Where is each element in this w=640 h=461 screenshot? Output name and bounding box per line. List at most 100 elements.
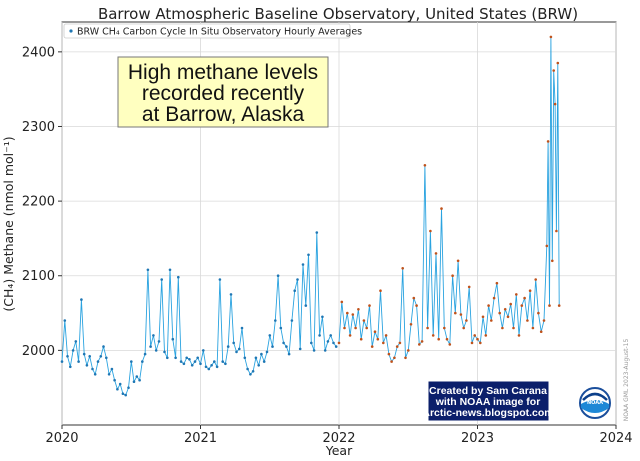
data-point	[240, 326, 244, 330]
data-point	[393, 356, 396, 360]
data-point	[398, 341, 402, 345]
data-point	[351, 313, 355, 316]
data-point	[515, 293, 518, 296]
data-point	[254, 356, 258, 360]
y-tick-label: 2100	[22, 269, 55, 284]
data-point	[141, 360, 144, 363]
data-point	[520, 304, 524, 307]
x-tick-label: 2020	[45, 431, 78, 446]
data-point	[174, 356, 177, 360]
credit-line-2: with NOAA image for	[435, 396, 541, 408]
data-point	[548, 304, 551, 307]
data-point	[528, 289, 532, 293]
data-point	[171, 337, 175, 341]
data-point	[207, 367, 211, 371]
data-point	[426, 326, 429, 330]
legend-marker	[69, 29, 73, 33]
data-point	[495, 281, 499, 285]
data-point	[246, 367, 249, 371]
data-point	[412, 296, 416, 300]
data-point	[66, 355, 69, 358]
data-point	[232, 341, 235, 345]
data-point	[60, 360, 64, 363]
y-tick-label: 2400	[22, 45, 55, 60]
data-point	[69, 365, 72, 369]
data-point	[154, 349, 158, 352]
x-tick-label: 2023	[461, 431, 494, 446]
data-point	[346, 311, 349, 315]
data-point	[492, 296, 496, 300]
data-point	[465, 319, 468, 322]
data-point	[143, 352, 147, 356]
data-point	[456, 259, 460, 263]
data-point	[332, 341, 335, 345]
data-point	[260, 352, 263, 356]
data-point	[218, 278, 222, 281]
data-point	[290, 319, 294, 322]
data-point	[404, 356, 407, 360]
data-point	[401, 267, 405, 270]
legend-box	[63, 23, 351, 39]
data-point	[107, 373, 111, 376]
data-point	[301, 263, 305, 266]
data-point	[382, 341, 385, 345]
data-point	[96, 360, 100, 363]
data-point	[93, 373, 97, 376]
data-point	[337, 341, 341, 345]
data-point	[318, 334, 321, 337]
data-point	[445, 337, 449, 341]
data-point	[185, 356, 188, 360]
noaa-logo-text: NOAA	[587, 400, 603, 406]
data-point	[182, 362, 186, 366]
data-point	[202, 349, 205, 352]
data-point	[293, 289, 297, 293]
data-point	[448, 343, 452, 346]
data-point	[213, 360, 216, 363]
credit-line-1: Created by Sam Carana	[429, 385, 547, 397]
data-point	[99, 355, 103, 358]
data-point	[160, 278, 163, 281]
data-point	[113, 378, 116, 382]
data-point	[434, 252, 438, 255]
data-point	[71, 349, 75, 352]
data-point	[420, 340, 424, 343]
data-point	[166, 356, 169, 360]
data-point	[124, 393, 127, 397]
axis-ticks: 2020 2021 2022 2023 2024 2000 2100 2200 2300 2400	[22, 45, 633, 446]
data-point	[549, 35, 553, 39]
data-point	[221, 360, 224, 363]
data-point	[307, 253, 310, 257]
data-point	[357, 308, 360, 311]
headline-line-2: recorded recently	[142, 82, 305, 105]
data-point	[199, 362, 202, 366]
data-point	[512, 326, 515, 330]
data-point	[501, 326, 504, 330]
x-tick-label: 2024	[599, 431, 632, 446]
credit-annotation: Created by Sam Carana with NOAA image fo…	[422, 381, 554, 421]
data-point	[373, 330, 377, 334]
data-point	[157, 340, 161, 343]
data-point	[224, 362, 227, 366]
data-point	[74, 340, 78, 343]
data-point	[557, 304, 561, 307]
chart-title: Barrow Atmospheric Baseline Observatory,…	[98, 5, 578, 23]
data-point	[121, 392, 125, 396]
data-point	[91, 367, 94, 371]
credit-line-3: Arctic-news.blogspot.com	[422, 407, 553, 419]
data-point	[88, 355, 91, 358]
data-point	[523, 296, 526, 300]
data-point	[498, 311, 502, 315]
data-point	[365, 326, 369, 330]
data-point	[354, 326, 357, 330]
data-point	[265, 350, 269, 354]
data-point	[368, 304, 371, 307]
data-point	[423, 164, 427, 167]
data-point	[348, 334, 352, 337]
data-point	[285, 345, 288, 348]
data-point	[118, 382, 122, 386]
data-point	[440, 207, 443, 210]
x-axis-label: Year	[325, 443, 353, 458]
data-point	[304, 304, 308, 307]
data-point	[415, 304, 418, 307]
